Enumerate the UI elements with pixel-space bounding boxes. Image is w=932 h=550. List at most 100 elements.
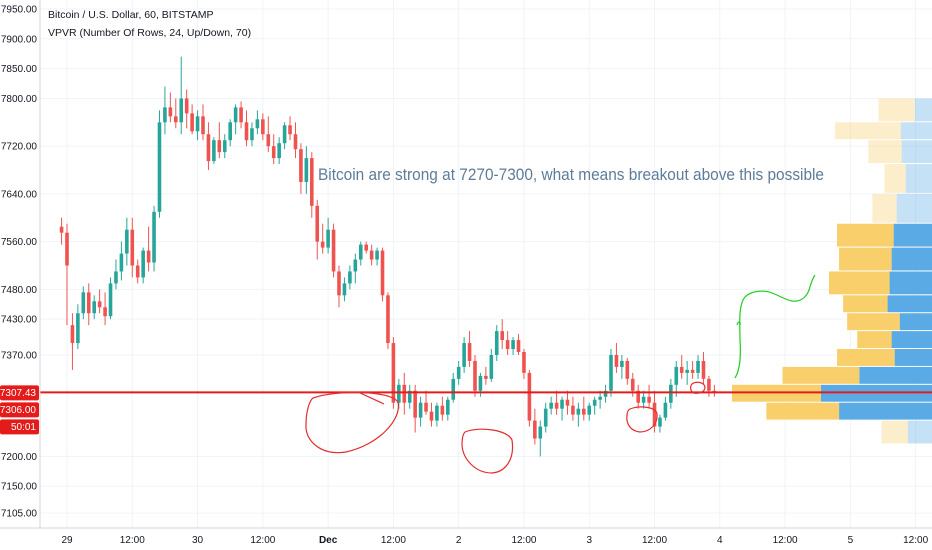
candle [293,122,298,159]
candle-body [446,399,450,415]
candle-body [163,107,167,123]
candle [304,146,309,194]
candle [206,122,211,171]
vp-up-bar [896,193,932,223]
price-badge-label: 50:01 [11,422,36,433]
candle [565,390,570,415]
candle [505,331,510,355]
candle [674,360,679,397]
price-tick-label: 7150.00 [1,482,38,493]
candle [679,354,684,379]
candle-body [310,158,314,206]
time-tick-label: 12:00 [773,535,798,546]
candle [212,137,216,165]
candle-body [505,340,510,350]
candle [288,116,292,141]
time-tick-label: Dec [319,535,338,546]
candle-body [500,331,504,341]
candle-body [81,292,86,314]
candle [157,110,162,218]
candle [456,360,461,385]
candle-body [212,140,216,162]
candle [184,89,189,129]
vp-up-bar [894,349,932,366]
candle-body [494,331,499,355]
candle-body [342,283,347,296]
candle-body [674,366,679,385]
annotation-text[interactable]: Bitcoin are strong at 7270-7300, what me… [318,165,824,184]
candle-body [195,116,200,132]
candle-body [696,360,700,373]
drawing-circles[interactable] [305,274,816,474]
candle-body [190,113,194,132]
price-tick-label: 7900.00 [1,34,38,45]
candle-body [440,405,445,415]
candle-body [397,384,401,403]
vp-up-bar [899,313,932,331]
candle-body [641,396,646,403]
candle [587,402,592,421]
candle [663,396,668,421]
candle-body [304,158,309,182]
candle-body [157,122,162,212]
candle-body [614,354,619,367]
candle-body [467,343,472,361]
candle-body [571,405,575,415]
candle-body [277,143,281,159]
candle [141,247,145,284]
candle [641,390,646,409]
circle-drawing-2 [461,428,514,474]
candle [65,223,69,326]
candle-body [337,271,341,296]
candle-body [484,375,488,379]
candle [609,349,613,397]
candle [135,259,140,284]
candle [76,304,80,350]
price-axis-badges: 7307.43 7306.00 50:01 [0,385,39,435]
vp-up-bar [905,164,932,193]
candle-body [266,134,271,147]
candle [522,349,526,379]
candle-body [473,360,477,391]
candle-body [679,366,684,373]
candle [168,92,173,123]
chart-grid [40,0,932,528]
breakout-path-tick [736,321,741,326]
breakout-path-drawing [734,274,816,379]
candle-body [435,405,439,421]
time-tick-label: 12:00 [903,535,928,546]
candle [549,396,553,415]
candle [658,414,662,433]
candle [647,384,651,409]
candle-body [282,125,287,144]
candlestick-series [59,56,717,457]
candle-body [92,301,96,314]
time-tick-label: 29 [61,535,73,546]
candle [369,244,374,266]
price-axis-panel[interactable] [0,0,40,528]
time-tick-label: 12:00 [511,535,536,546]
candle-body [239,107,243,123]
candle-body [636,390,640,403]
candle [244,110,249,147]
vp-down-bar [857,331,892,349]
time-axis-panel[interactable] [0,528,932,550]
candle [179,56,184,135]
candle-body [560,399,564,409]
indicator-title: VPVR (Number Of Rows, 24, Up/Down, 70) [48,27,251,39]
candle [364,241,368,254]
candle [299,143,303,194]
candle-body [554,402,559,409]
price-tick-label: 7800.00 [1,94,38,105]
vp-down-bar [868,140,902,164]
candle-body [625,360,630,379]
circle-drawing-4 [690,381,706,394]
vp-down-bar [837,223,894,247]
candle [582,396,586,421]
vp-down-bar [839,247,892,271]
candle-body [174,116,178,123]
candle-body [233,107,238,123]
candle-body [108,283,113,317]
candle-body [424,402,428,412]
